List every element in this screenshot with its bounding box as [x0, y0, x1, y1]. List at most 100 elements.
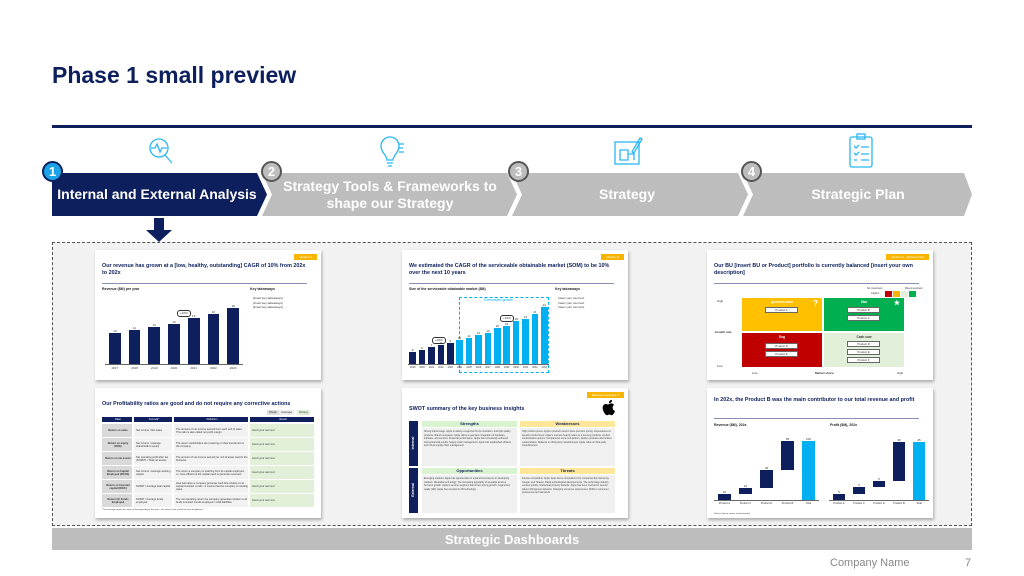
takeaways-list: Insert your own text Insert your own text… — [558, 296, 584, 310]
thumb-revenue-growth[interactable]: Version 1 Our revenue has grown at a [lo… — [95, 250, 321, 380]
takeaway: [Insert key takeaways] — [253, 296, 283, 300]
step-internal-external-analysis[interactable]: Internal and External Analysis — [57, 186, 257, 202]
data-label: 13 — [172, 319, 176, 324]
legend-strong: Strong — [297, 410, 310, 415]
takeaway: [Insert key takeaways] — [253, 300, 283, 305]
step-number-4: 4 — [741, 161, 762, 182]
thumb-title: We estimated the CAGR of the serviceable… — [409, 263, 610, 276]
step-strategy[interactable]: Strategy — [598, 186, 656, 202]
caption-label: Caption — [871, 292, 880, 295]
thumb-profitability-ratios[interactable]: Our Profitability ratios are good and do… — [95, 388, 321, 518]
quadrant-star: Star Product B Product C ★ — [824, 298, 904, 331]
tick-label: 2018 — [131, 366, 138, 370]
takeaway: [Insert key takeaways] — [253, 305, 283, 309]
tick-label: Product D — [873, 502, 885, 505]
revenue-waterfall-chart: 10 Product A 10 Product C 30 Product D 50 Produ… — [714, 430, 819, 508]
chart-title: Size of the serviceable obtainable marke… — [409, 287, 486, 291]
data-label: 5 — [878, 476, 880, 481]
table-cell: Net income / Average working capital — [134, 466, 172, 479]
thumb-title: SWOT summary of the key business insight… — [409, 406, 525, 412]
bar — [168, 323, 180, 364]
data-label: 12 — [476, 331, 481, 336]
step-number-3: 3 — [508, 161, 529, 182]
bar — [781, 440, 794, 471]
data-label: 45 — [917, 437, 921, 442]
tick-label: Product A — [718, 502, 731, 505]
chevron-shape-1 — [52, 173, 267, 216]
ratios-table: Ratio Formula* Definition Result Return on s… — [102, 417, 314, 507]
bar — [739, 488, 752, 495]
bar — [484, 333, 492, 364]
bar — [409, 352, 416, 364]
data-label: 15 — [495, 324, 499, 329]
axis-growth-rate: Growth rate — [714, 330, 732, 334]
bar — [465, 337, 473, 364]
strategic-dashboards-bar[interactable]: Strategic Dashboards — [52, 528, 972, 550]
revenue-bar-chart: 10 2017 11 2018 12 2019 13 2020 15 2021 16 2022 18 20… — [105, 294, 243, 372]
data-label: 19 — [523, 314, 528, 319]
thumb-waterfall[interactable]: In 202x, the Product B was the main cont… — [707, 388, 933, 518]
tick-label: Product C — [739, 502, 752, 505]
tick-label: 2031 — [522, 366, 529, 369]
axis-line — [829, 500, 929, 501]
legend-weak: Weak — [267, 410, 279, 415]
bar — [718, 494, 731, 500]
chart-title: Profit ($M), 202x — [830, 423, 858, 427]
som-bar-chart: 5 2019 6 2020 7 2021 8 2022 9 2023 10 2024 11 2025 12 2… — [408, 294, 549, 372]
takeaways-title: Key takeaways — [250, 287, 275, 291]
bar — [207, 314, 220, 364]
table-cell: Insert your own text — [250, 438, 314, 451]
tick-label: 2022 — [210, 366, 217, 370]
bar — [148, 326, 161, 364]
axis-line — [408, 364, 549, 365]
lightbulb-plug-icon — [380, 136, 404, 167]
table-cell: Return on sales — [102, 424, 132, 437]
data-label: 12 — [152, 322, 156, 327]
swot-opportunities-header: Opportunities — [422, 468, 517, 474]
data-label: 15 — [192, 313, 196, 318]
table-cell: Return On Funds Employed — [102, 494, 132, 507]
takeaway: Insert your own text — [558, 300, 585, 305]
thumb-bcg-matrix[interactable]: Version 2 - Manual chart Our BU [insert … — [707, 250, 933, 380]
bar — [456, 340, 463, 364]
swot-strengths-body: Strong brand image: Apple is widely reco… — [422, 428, 517, 466]
table-cell: How well does a company generate cash fl… — [174, 480, 248, 493]
arrow-down-icon — [146, 218, 172, 242]
axis-low: Low — [717, 364, 723, 368]
thumb-swot[interactable]: Business example 1 SWOT summary of the k… — [402, 388, 628, 518]
tick-label: 2023 — [229, 366, 237, 370]
bar — [512, 321, 520, 364]
thumb-som[interactable]: Version 2 We estimated the CAGR of the s… — [402, 250, 628, 380]
data-label: 13 — [486, 329, 490, 333]
tick-label: 2023 — [447, 366, 453, 369]
tick-label: 2033 — [541, 366, 547, 369]
bar — [853, 487, 865, 494]
data-label: 10 — [113, 329, 117, 333]
bar — [873, 480, 885, 488]
bar — [522, 318, 529, 364]
thumb-title: Our revenue has grown at a [low, healthy… — [102, 263, 306, 276]
bar — [494, 328, 501, 364]
table-cell: Insert your own text — [250, 480, 314, 493]
table-cell: Return on Invested capital (ROIC) — [102, 480, 132, 493]
table-cell: NOPAT / Average funds employed — [134, 494, 172, 507]
data-label: 16 — [505, 321, 509, 326]
axis-high: High — [717, 299, 724, 303]
tick-label: 2021 — [428, 366, 435, 369]
tick-label: Product C — [853, 502, 865, 505]
axis-line — [714, 500, 819, 501]
profit-waterfall-chart: 5 Product A 5 Product C 5 Product D 30 Product … — [829, 430, 929, 508]
table-cell: Net income / Net sales — [134, 424, 172, 437]
data-label: 24 — [542, 302, 546, 307]
data-label: 18 — [514, 317, 518, 322]
page-title: Phase 1 small preview — [52, 62, 297, 88]
tick-label: 2028 — [494, 366, 500, 369]
table-cell: The net operating return the company gen… — [174, 494, 248, 507]
magnifier-heartbeat-icon — [149, 138, 173, 164]
step-strategy-tools[interactable]: Strategy Tools & Frameworks to shape our… — [283, 177, 497, 211]
blueprint-pencil-icon — [614, 137, 643, 165]
data-label: 11 — [133, 325, 137, 330]
apple-logo-icon — [602, 400, 615, 416]
step-strategic-plan[interactable]: Strategic Plan — [811, 186, 905, 202]
table-cell: Net operating profit after tax (NOPAT) /… — [134, 452, 172, 465]
